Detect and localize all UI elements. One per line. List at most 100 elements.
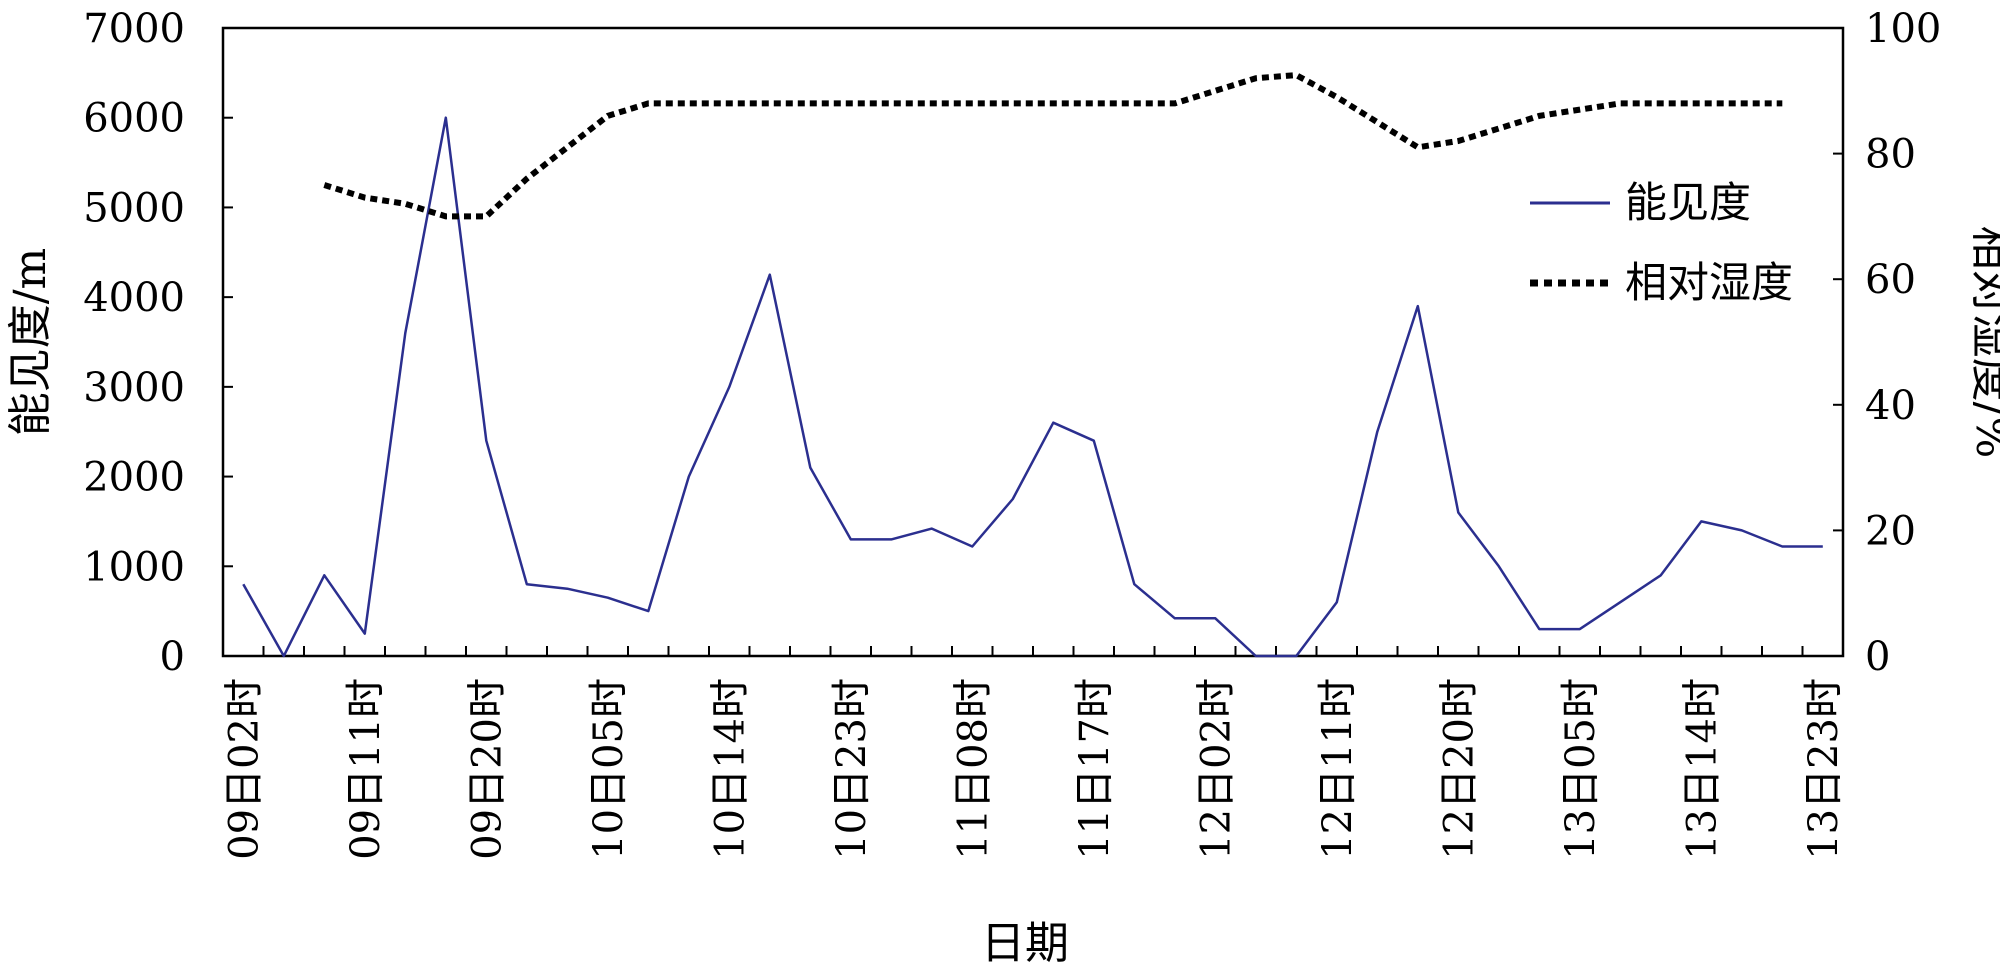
- y-axis-left-title: 能见度/m: [5, 248, 56, 437]
- left-axis: 0 1000 2000 3000 4000 5000 6000 7000: [83, 6, 233, 680]
- series-0-point-28: [1376, 431, 1378, 433]
- series-1-point-17: [1012, 102, 1014, 104]
- series-1-point-20: [1133, 102, 1135, 104]
- series-0-point-34: [1619, 601, 1621, 603]
- x-tick-label-9: 12日11时: [1315, 678, 1361, 860]
- series-0-point-25: [1255, 655, 1257, 657]
- series-0-point-2: [323, 574, 325, 576]
- y-left-tick-label-1: 1000: [83, 544, 185, 590]
- series-0-point-20: [1052, 422, 1054, 424]
- series-1-point-25: [1336, 96, 1338, 98]
- x-axis-title: 日期: [981, 918, 1069, 969]
- y-left-tick-label-3: 3000: [83, 365, 185, 411]
- series-0-point-24: [1214, 617, 1216, 619]
- series-1-point-11: [769, 102, 771, 104]
- series-0-point-39: [1822, 546, 1824, 548]
- series-0-point-31: [1498, 565, 1500, 567]
- y-left-tick-label-4: 4000: [83, 275, 185, 321]
- y-right-tick-label-3: 60: [1865, 257, 1916, 303]
- series-1-point-27: [1417, 146, 1419, 148]
- series-0-point-8: [566, 588, 568, 590]
- series-0-point-23: [1174, 617, 1176, 619]
- x-tick-label-12: 13日14时: [1679, 678, 1725, 860]
- series-1-point-31: [1579, 109, 1581, 111]
- x-tick-label-5: 10日23时: [829, 678, 875, 860]
- legend-label-humidity: 相对湿度: [1625, 258, 1793, 307]
- series-1-point-32: [1619, 102, 1621, 104]
- series-1-point-28: [1457, 140, 1459, 142]
- x-tick-label-4: 10日14时: [707, 678, 753, 860]
- series-1-point-22: [1214, 90, 1216, 92]
- series-1-point-13: [850, 102, 852, 104]
- plot-area-frame: [221, 26, 1845, 658]
- series-1-point-30: [1538, 115, 1540, 117]
- y-right-tick-label-2: 40: [1865, 383, 1916, 429]
- series-1-point-19: [1093, 102, 1095, 104]
- series-1-point-0: [323, 184, 325, 186]
- series-0-point-32: [1538, 628, 1540, 630]
- y-right-tick-label-0: 0: [1865, 634, 1890, 680]
- y-right-tick-label-4: 80: [1865, 132, 1916, 178]
- series-0-point-38: [1781, 546, 1783, 548]
- series-0-point-22: [1133, 583, 1135, 585]
- right-axis: 0 20 40 60 80 100: [1833, 6, 1941, 680]
- series-0-point-13: [769, 274, 771, 276]
- series-0-point-17: [931, 528, 933, 530]
- series-0-point-5: [445, 117, 447, 119]
- series-line-0: [242, 116, 1823, 658]
- y-left-tick-label-2: 2000: [83, 455, 185, 501]
- y-axis-right-title: 相对湿度/%: [1966, 226, 2000, 459]
- series-1-point-24: [1295, 74, 1297, 76]
- x-tick-label-10: 12日20时: [1436, 678, 1482, 860]
- y-left-tick-label-6: 6000: [83, 96, 185, 142]
- series-1-point-14: [890, 102, 892, 104]
- series-1-point-9: [688, 102, 690, 104]
- series-1-point-23: [1255, 77, 1257, 79]
- series-0-point-11: [688, 476, 690, 478]
- series-0-point-9: [607, 597, 609, 599]
- series-0-point-4: [404, 332, 406, 334]
- y-left-tick-label-7: 7000: [83, 6, 185, 52]
- x-tick-label-0: 09日02时: [221, 678, 267, 860]
- series-1-point-16: [971, 102, 973, 104]
- series-layer: [242, 72, 1824, 658]
- series-1-point-15: [931, 102, 933, 104]
- y-right-tick-label-1: 20: [1865, 508, 1916, 554]
- series-1-point-21: [1174, 102, 1176, 104]
- x-tick-label-7: 11日17时: [1072, 678, 1118, 860]
- series-0-point-26: [1295, 655, 1297, 657]
- series-0-point-16: [890, 538, 892, 540]
- x-axis: 09日02时 09日11时 09日20时 10日05时 10日14时 10日23时 11日0…: [221, 646, 1847, 860]
- series-0-point-7: [526, 583, 528, 585]
- series-0-point-3: [364, 633, 366, 635]
- series-1-point-3: [445, 215, 447, 217]
- series-0-point-6: [485, 440, 487, 442]
- series-0-point-27: [1336, 601, 1338, 603]
- series-1-point-2: [404, 203, 406, 205]
- x-tick-label-2: 09日20时: [464, 678, 510, 860]
- series-0-point-18: [971, 546, 973, 548]
- series-0-point-36: [1700, 520, 1702, 522]
- series-1-point-29: [1498, 127, 1500, 129]
- y-right-tick-label-5: 100: [1865, 6, 1941, 52]
- series-1-point-5: [526, 178, 528, 180]
- series-0-point-33: [1579, 628, 1581, 630]
- series-0-point-1: [283, 655, 285, 657]
- series-1-point-36: [1781, 102, 1783, 104]
- series-1-point-33: [1660, 102, 1662, 104]
- x-tick-label-11: 13日05时: [1558, 678, 1604, 860]
- series-1-point-12: [809, 102, 811, 104]
- series-1-point-6: [566, 146, 568, 148]
- legend: 能见度 相对湿度: [1530, 178, 1793, 307]
- series-0-point-29: [1417, 305, 1419, 307]
- legend-label-visibility: 能见度: [1625, 178, 1751, 227]
- series-0-point-19: [1012, 498, 1014, 500]
- series-1-point-10: [728, 102, 730, 104]
- series-0-point-0: [242, 583, 244, 585]
- series-0-point-37: [1741, 529, 1743, 531]
- x-tick-label-13: 13日23时: [1801, 678, 1847, 860]
- x-tick-label-1: 09日11时: [343, 678, 389, 860]
- series-0-point-21: [1093, 440, 1095, 442]
- series-0-point-12: [728, 386, 730, 388]
